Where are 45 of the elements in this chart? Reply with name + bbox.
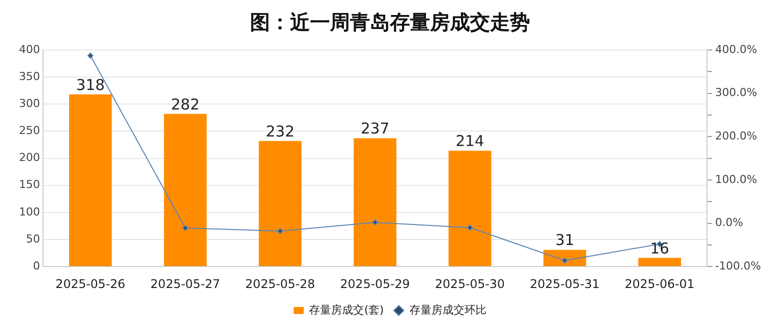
point [277,228,284,234]
y-tick-label: 150 [18,178,40,192]
y-tick-label: 350 [18,70,40,83]
y2-tick-label: 400.0% [715,42,758,56]
x-tick-label: 2025-05-31 [530,276,600,291]
bar [354,138,396,266]
legend-label: 存量房成交环比 [409,303,486,316]
y-tick-label: 0 [32,259,40,272]
data-label: 16 [650,239,670,258]
y-tick-label: 50 [26,232,40,246]
point [562,258,568,264]
legend-label: 存量房成交(套) [309,303,384,316]
y2-tick-label: 100.0% [715,172,758,186]
point [182,225,188,232]
y2-tick-label: 200.0% [715,130,758,142]
data-label: 232 [266,122,294,140]
bar [164,114,207,266]
y-tick-label: 100 [18,205,40,218]
point [87,52,94,59]
data-label: 31 [555,231,574,250]
y2-tick-label: -100.0% [715,259,762,272]
bar [258,140,302,266]
y2-tick-label: 300.0% [715,86,758,100]
x-tick-label: 2025-06-01 [624,276,695,291]
data-label: 282 [170,95,200,114]
point [372,219,378,226]
y-tick-label: 200 [18,151,40,164]
bar [543,250,586,266]
x-tick-label: 2025-05-28 [245,276,316,291]
data-label: 214 [456,132,484,150]
x-tick-label: 2025-05-27 [150,276,220,291]
x-tick-label: 2025-05-30 [435,276,505,291]
data-label: 237 [360,120,390,138]
y-tick-label: 250 [18,124,40,138]
bar [448,150,492,266]
y2-tick-label: 0.0% [715,216,744,230]
chart-title: 图：近一周青岛存量房成交走势 [250,10,530,34]
y-tick-label: 300 [18,97,40,110]
bar [638,258,681,266]
x-tick-label: 2025-05-26 [56,276,126,291]
x-tick-label: 2025-05-29 [340,276,410,291]
data-label: 318 [76,76,105,94]
bar [69,94,112,266]
point [466,224,473,231]
y-tick-label: 400 [18,42,40,56]
